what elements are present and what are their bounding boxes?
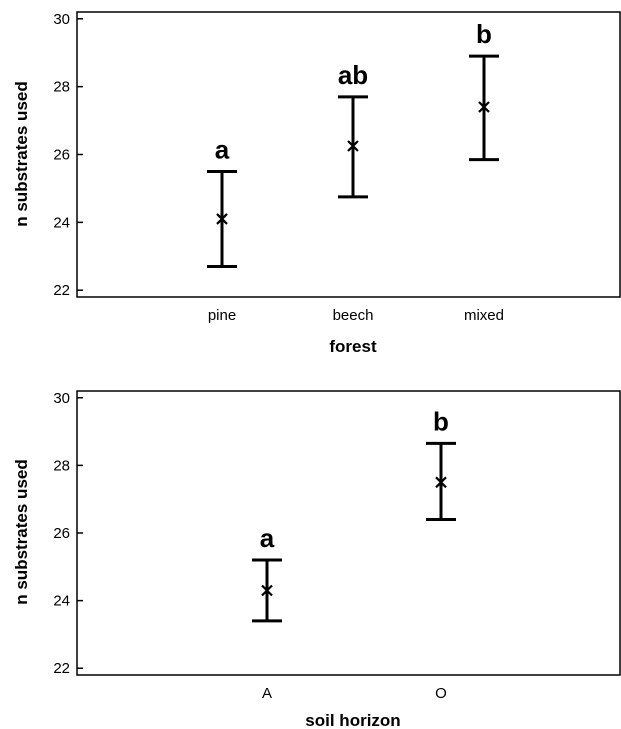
data-marks: ab xyxy=(252,406,456,623)
y-tick-label: 26 xyxy=(53,147,70,164)
x-tick-label: beech xyxy=(333,307,374,324)
x-tick-label: pine xyxy=(208,307,236,324)
y-tick-label: 28 xyxy=(53,457,70,474)
plot-frame xyxy=(76,11,621,298)
x-tick-labels: pine beech mixed xyxy=(208,307,504,324)
mean-marker xyxy=(478,101,490,113)
significance-letter: ab xyxy=(338,60,368,90)
significance-letter: a xyxy=(260,523,275,553)
x-axis-title: soil horizon xyxy=(305,711,400,729)
y-tick-label: 24 xyxy=(53,214,70,231)
forest-panel: 22 24 26 28 30 a ab b pine beech mixed forest n … xyxy=(12,11,621,356)
significance-letter: b xyxy=(433,406,449,436)
mean-marker xyxy=(216,213,228,225)
significance-letter: b xyxy=(476,19,492,49)
x-tick-label: A xyxy=(262,685,272,702)
y-tick-label: 22 xyxy=(53,282,70,299)
y-tick-label: 28 xyxy=(53,79,70,96)
x-axis-title: forest xyxy=(329,337,377,356)
y-ticks: 22 24 26 28 30 xyxy=(53,11,83,299)
y-tick-label: 26 xyxy=(53,525,70,542)
y-axis-title: n substrates used xyxy=(12,459,31,605)
significance-letter: a xyxy=(215,134,230,164)
x-tick-label: mixed xyxy=(464,307,504,324)
y-tick-label: 24 xyxy=(53,593,70,610)
y-tick-label: 22 xyxy=(53,660,70,677)
x-tick-label: O xyxy=(435,685,447,702)
y-axis-title: n substrates used xyxy=(12,81,31,227)
mean-marker xyxy=(261,584,273,597)
y-tick-label: 30 xyxy=(53,390,70,407)
y-tick-label: 30 xyxy=(53,11,70,28)
mean-marker xyxy=(347,140,359,152)
y-ticks: 22 24 26 28 30 xyxy=(53,390,83,677)
plot-frame xyxy=(76,390,621,676)
mean-marker xyxy=(435,476,447,489)
data-marks: a ab b xyxy=(207,19,499,268)
